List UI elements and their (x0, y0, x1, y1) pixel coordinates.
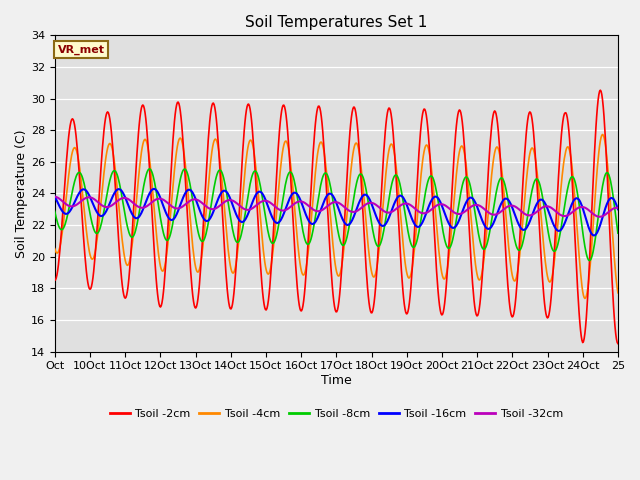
Text: VR_met: VR_met (58, 45, 104, 55)
Y-axis label: Soil Temperature (C): Soil Temperature (C) (15, 129, 28, 258)
Title: Soil Temperatures Set 1: Soil Temperatures Set 1 (245, 15, 428, 30)
X-axis label: Time: Time (321, 374, 352, 387)
Legend: Tsoil -2cm, Tsoil -4cm, Tsoil -8cm, Tsoil -16cm, Tsoil -32cm: Tsoil -2cm, Tsoil -4cm, Tsoil -8cm, Tsoi… (105, 405, 568, 423)
